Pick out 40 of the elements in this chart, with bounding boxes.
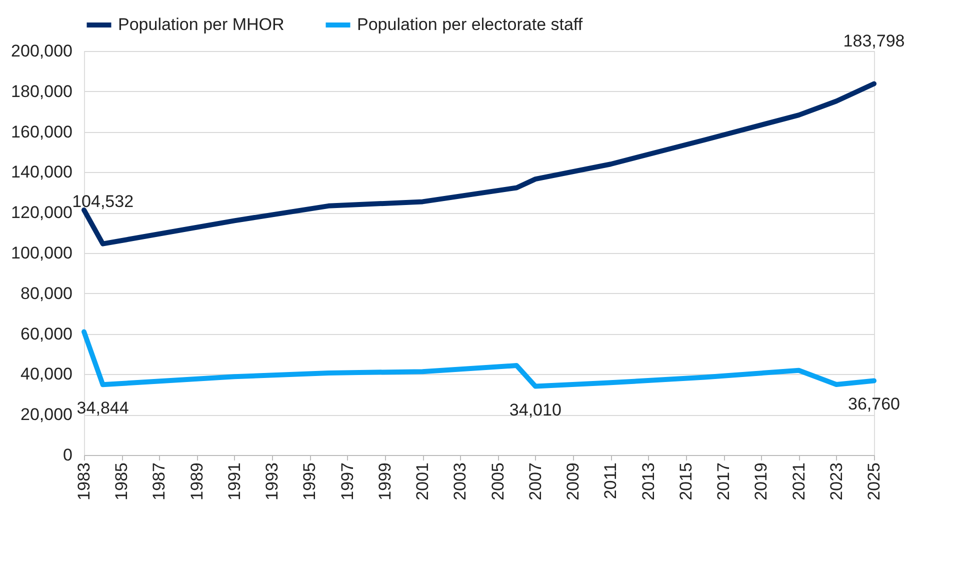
x-tick-label: 2025 <box>864 462 884 500</box>
x-tick-label: 1999 <box>375 462 394 500</box>
y-tick-label: 200,000 <box>11 42 72 60</box>
x-tick-label: 2015 <box>676 462 696 500</box>
y-tick-label: 60,000 <box>20 324 72 344</box>
x-tick-label: 1995 <box>300 462 320 500</box>
y-tick-label: 100,000 <box>11 244 72 262</box>
x-tick-label: 1983 <box>74 462 94 500</box>
x-tick-label: 2011 <box>601 462 620 500</box>
annotation: 34,010 <box>509 400 562 420</box>
x-tick-label: 2003 <box>450 462 470 500</box>
y-tick-label: 0 <box>63 446 72 464</box>
x-tick-label: 1989 <box>187 462 206 500</box>
annotation: 183,798 <box>843 32 905 51</box>
y-tick-label: 140,000 <box>11 162 72 182</box>
x-tick-label: 2001 <box>413 462 432 500</box>
x-tick-label: 1987 <box>150 462 169 500</box>
y-tick-label: 20,000 <box>20 405 72 424</box>
x-tick-label: 2019 <box>752 462 771 500</box>
y-tick-label: 180,000 <box>11 82 72 101</box>
annotation: 104,532 <box>72 192 134 211</box>
x-tick-label: 1993 <box>262 462 282 500</box>
y-tick-label: 40,000 <box>20 364 72 384</box>
x-tick-label: 1985 <box>112 462 132 500</box>
x-tick-label: 2013 <box>638 462 658 500</box>
x-tick-label: 1997 <box>338 462 357 500</box>
x-tick-label: 1991 <box>224 462 244 500</box>
y-tick-label: 120,000 <box>11 203 72 222</box>
y-tick-label: 160,000 <box>11 122 72 142</box>
x-tick-label: 2009 <box>564 462 583 500</box>
annotation: 36,760 <box>848 394 900 414</box>
x-tick-label: 2021 <box>789 462 808 500</box>
x-tick-label: 2017 <box>714 462 734 500</box>
y-tick-label: 80,000 <box>20 284 72 303</box>
x-tick-label: 2007 <box>526 462 545 500</box>
x-tick-label: 2023 <box>826 462 846 500</box>
legend-label: Population per MHOR <box>118 15 284 34</box>
legend-label: Population per electorate staff <box>357 15 583 34</box>
x-tick-label: 2005 <box>488 462 508 500</box>
annotation: 34,844 <box>76 398 129 418</box>
